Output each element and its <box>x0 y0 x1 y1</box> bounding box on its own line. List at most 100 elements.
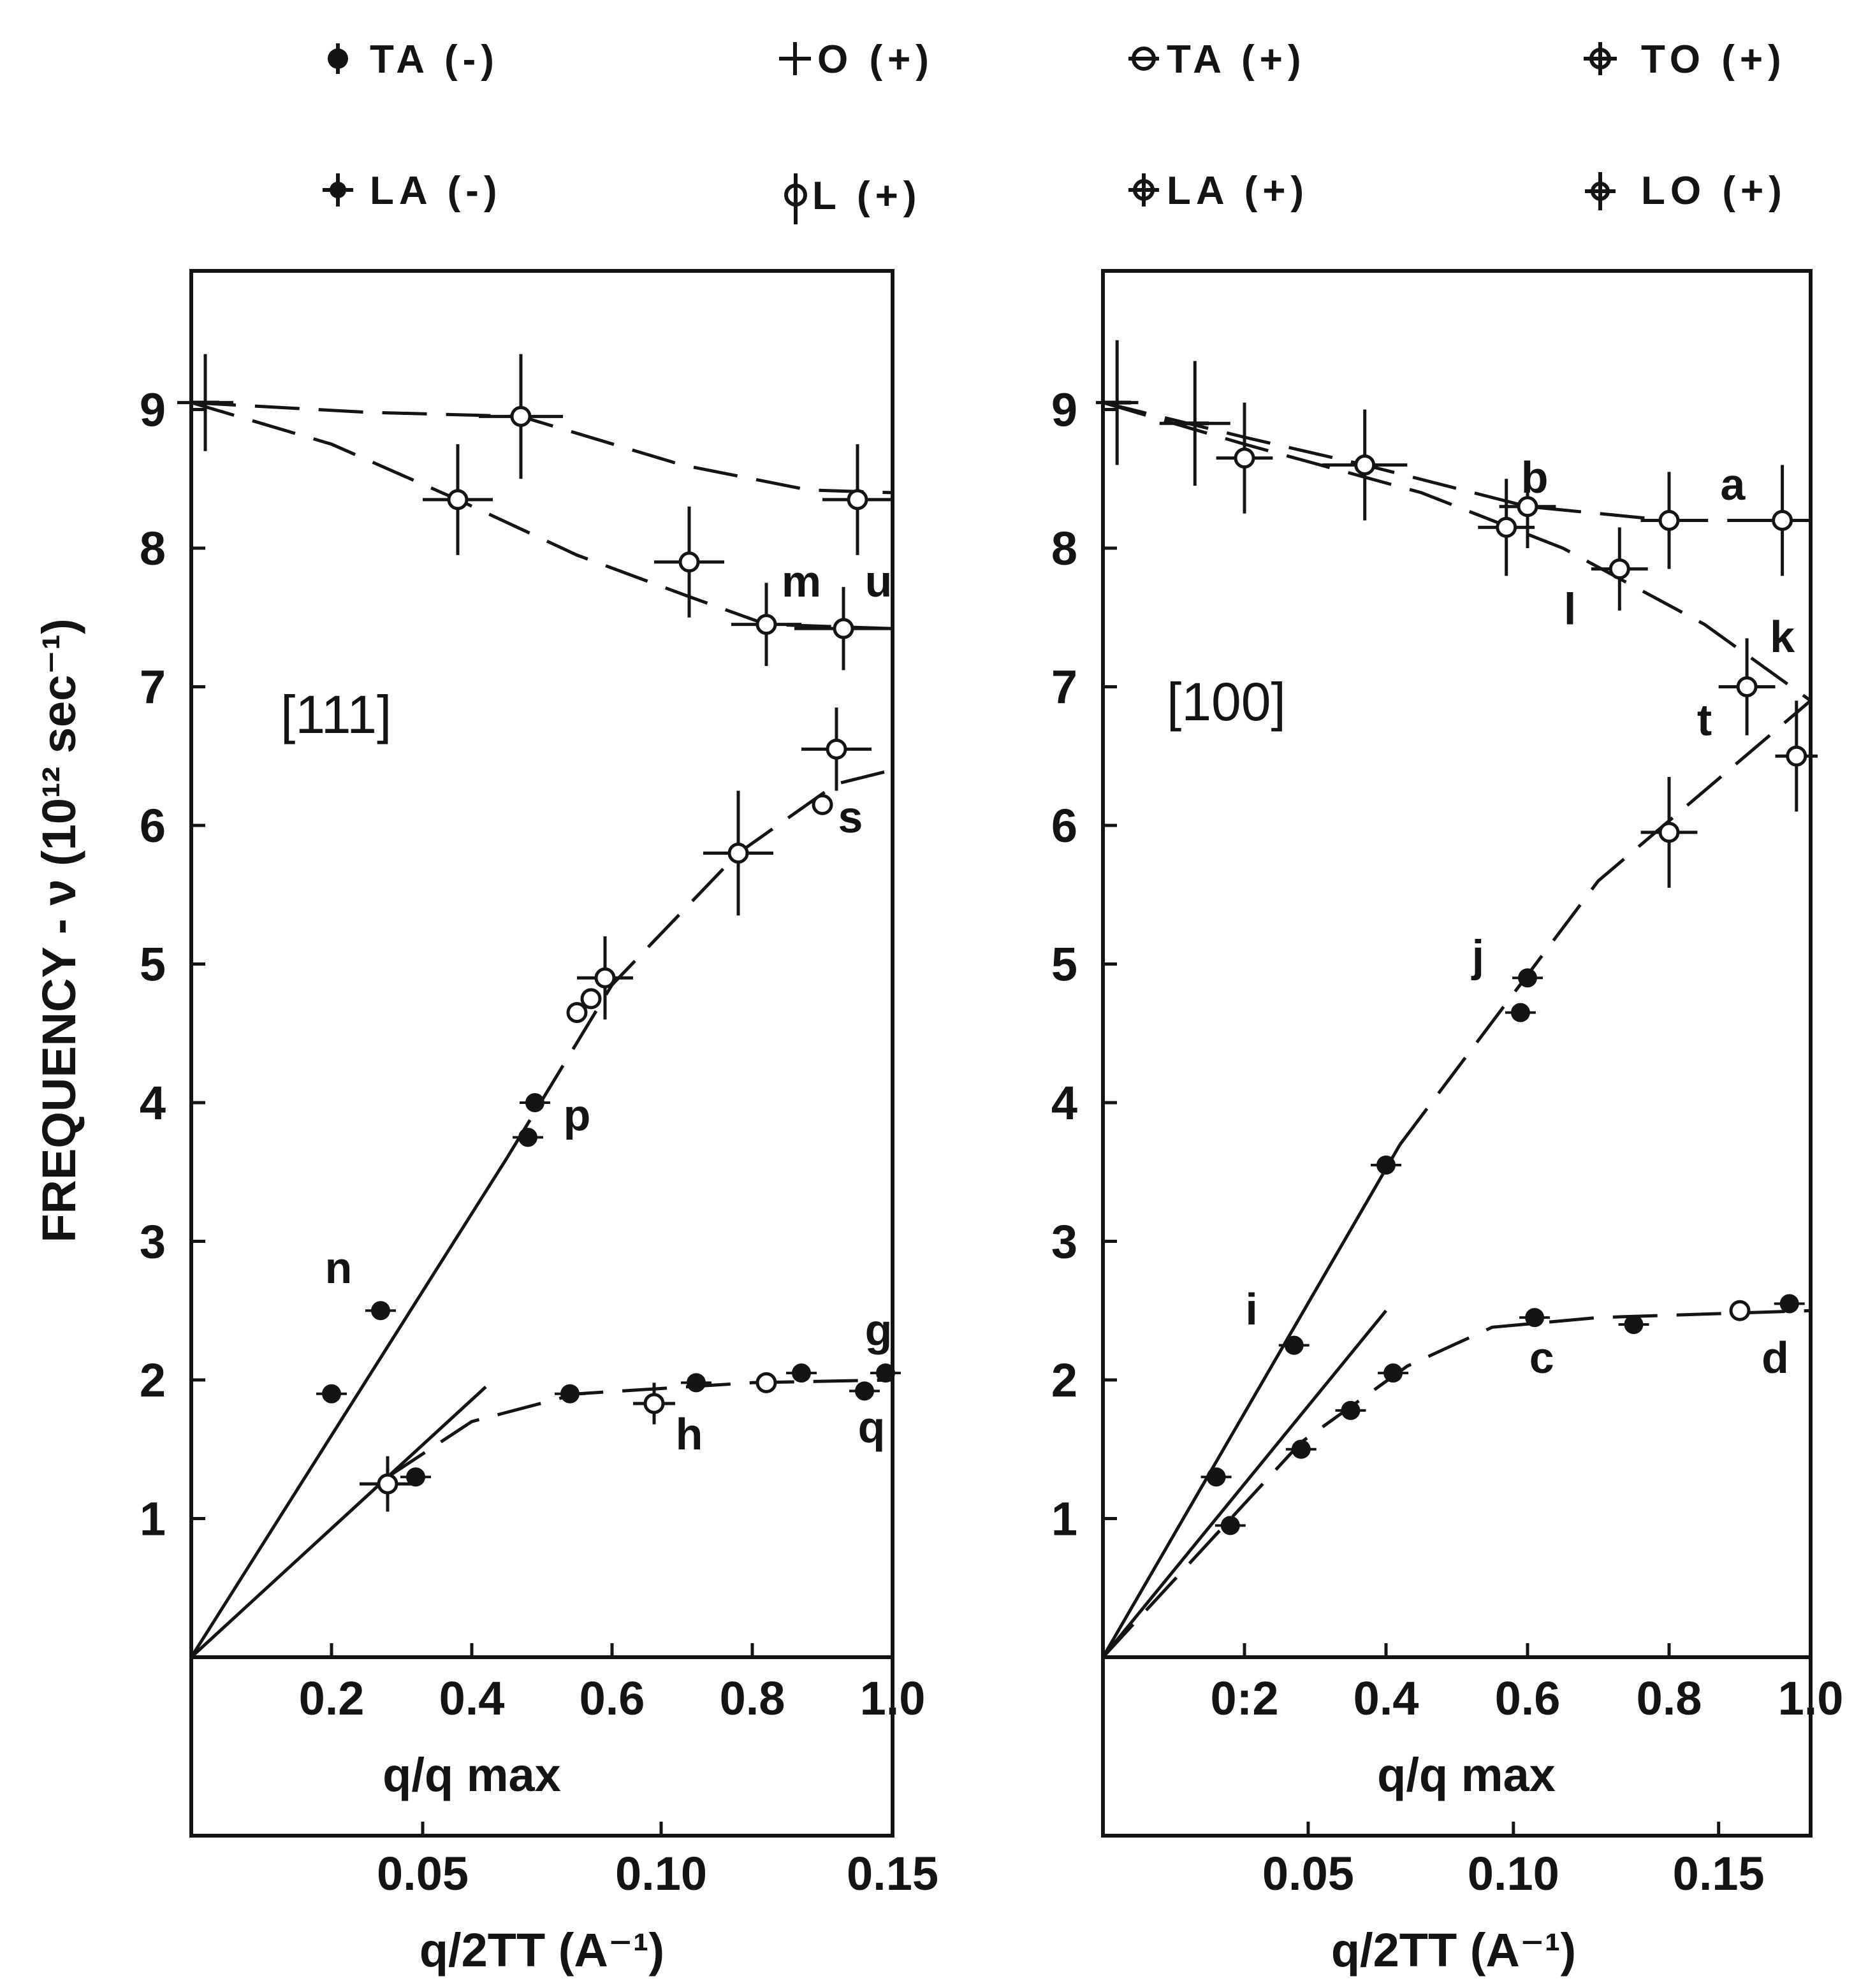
point-annotation: k <box>1770 612 1795 662</box>
point-layer <box>191 400 901 1495</box>
y-tick-label: 5 <box>1051 938 1077 991</box>
solid-curve <box>189 1157 509 1658</box>
x-axis-title: q/q max <box>383 1748 561 1801</box>
y-tick-label: 1 <box>140 1493 166 1546</box>
point-to <box>833 618 854 639</box>
point-lo <box>510 405 532 427</box>
point-ta <box>377 1473 398 1495</box>
legend-item-ta-minus: TA (-) <box>328 38 499 82</box>
point-annotation: s <box>838 792 863 842</box>
y-tick-label: 3 <box>1051 1215 1077 1268</box>
y-tick-label: 7 <box>1051 661 1077 714</box>
dashed-curve <box>191 401 893 495</box>
point-annotation: t <box>1697 695 1712 745</box>
y-tick-label: 9 <box>1051 384 1077 437</box>
x2-tick-label: 0.05 <box>377 1847 469 1900</box>
dashed-curve <box>1102 401 1812 702</box>
tick-layer: 1 2 3 4 5 6 7 8 9 0.2 0.4 0.6 0.8 1.0 0.05 0.10 0.15 <box>140 384 938 1901</box>
point-annotation: l <box>1564 584 1576 634</box>
x-tick-label: 0.6 <box>580 1672 645 1725</box>
legend-label-to-plus: TO (+) <box>1641 38 1786 82</box>
x-tick-label: 0.2 <box>299 1672 365 1725</box>
x-tick-label: 0:2 <box>1211 1672 1279 1725</box>
legend-label-o-plus: O (+) <box>817 38 934 82</box>
x2-axis-title: q/2TT (A⁻¹) <box>1331 1924 1576 1977</box>
point-ta <box>1729 1300 1751 1321</box>
x2-tick-label: 0.10 <box>615 1847 707 1900</box>
x-tick-label: 0.4 <box>1354 1672 1419 1725</box>
point-ta <box>755 1372 777 1393</box>
legend-label-lo-plus: LO (+) <box>1641 169 1787 213</box>
y-tick-label: 3 <box>140 1215 166 1268</box>
tick-layer: 1 2 3 4 5 6 7 8 9 0:2 0.4 0.6 0.8 1.0 0.05 0.10 0.15 <box>1051 384 1844 1901</box>
legend-item-la-plus: LA (+) <box>1128 169 1309 213</box>
x2-axis-title: q/2TT (A⁻¹) <box>420 1924 664 1977</box>
y-tick-label: 4 <box>1051 1077 1077 1129</box>
legend-label-la-minus: LA (-) <box>370 169 502 213</box>
point-l <box>826 738 847 760</box>
legend-item-l-plus: L (+) <box>784 173 921 224</box>
x-tick-label: 0.8 <box>1637 1672 1702 1725</box>
point-layer <box>1103 400 1807 1535</box>
point-to <box>678 551 700 573</box>
legend-item-o-plus: O (+) <box>779 38 934 82</box>
point-to <box>1234 447 1255 469</box>
solid-curve <box>190 1386 487 1658</box>
error-bar-layer <box>177 354 893 1512</box>
point-annotation: c <box>1529 1333 1554 1382</box>
point-la <box>580 988 602 1010</box>
point-lo <box>1517 496 1538 518</box>
point-to <box>1496 516 1517 538</box>
point-annotation: i <box>1245 1284 1257 1334</box>
point-la <box>566 1002 588 1024</box>
legend: TA (-) O (+) TA (+) TO (+) LA (-) L <box>323 38 1787 224</box>
point-la <box>594 967 616 989</box>
y-tick-label: 8 <box>1051 522 1077 575</box>
point-annotation: n <box>325 1243 353 1293</box>
legend-label-l-plus: L (+) <box>812 174 921 218</box>
legend-label-ta-minus: TA (-) <box>370 38 499 82</box>
point-lo <box>1354 454 1376 475</box>
annotation-layer: b a l k t j i c d <box>1245 453 1795 1382</box>
y-tick-label: 1 <box>1051 1493 1077 1546</box>
curve-layer <box>1101 271 1813 1658</box>
legend-label-ta-plus: TA (+) <box>1167 38 1306 82</box>
point-lo <box>1658 510 1680 531</box>
direction-label: [100] <box>1167 672 1286 732</box>
point-annotation: q <box>858 1402 886 1452</box>
direction-label: [111] <box>281 685 391 744</box>
point-annotation: g <box>865 1305 893 1355</box>
y-tick-label: 2 <box>140 1354 166 1407</box>
x2-tick-label: 0.15 <box>847 1847 938 1900</box>
point-to <box>755 614 777 635</box>
y-tick-label: 2 <box>1051 1354 1077 1407</box>
solid-curve <box>1102 1309 1387 1658</box>
y-tick-label: 8 <box>140 522 166 575</box>
legend-item-lo-plus: LO (+) <box>1585 169 1787 213</box>
x-tick-label: 0.4 <box>439 1672 505 1725</box>
x-tick-label: 1.0 <box>1778 1672 1844 1725</box>
x-tick-label: 0.8 <box>720 1672 785 1725</box>
y-tick-label: 4 <box>140 1077 166 1129</box>
point-to <box>1736 676 1758 697</box>
x-tick-label: 0.6 <box>1495 1672 1561 1725</box>
point-l <box>812 794 833 815</box>
point-to <box>447 489 469 511</box>
x-tick-label: 1.0 <box>860 1672 926 1725</box>
y-tick-label: 5 <box>140 938 166 991</box>
point-to <box>1609 558 1630 580</box>
point-annotation: p <box>564 1091 591 1140</box>
plot-frame <box>1101 269 1813 1838</box>
legend-label-la-plus: LA (+) <box>1167 169 1309 213</box>
point-l <box>1786 745 1807 767</box>
dashed-curve <box>1102 1309 1811 1658</box>
y-tick-label: 6 <box>140 799 166 852</box>
x-axis-title: q/q max <box>1377 1748 1556 1801</box>
dashed-curve <box>1399 699 1812 1145</box>
y-tick-label: 7 <box>140 661 166 714</box>
point-annotation: h <box>676 1409 703 1459</box>
dashed-curve <box>1102 401 1811 522</box>
panel-100: [100] 1 2 3 4 5 6 7 8 9 0:2 0.4 0.6 0.8 1.0 0.05 0.10 0.… <box>1051 269 1844 1977</box>
point-annotation: m <box>782 556 821 606</box>
